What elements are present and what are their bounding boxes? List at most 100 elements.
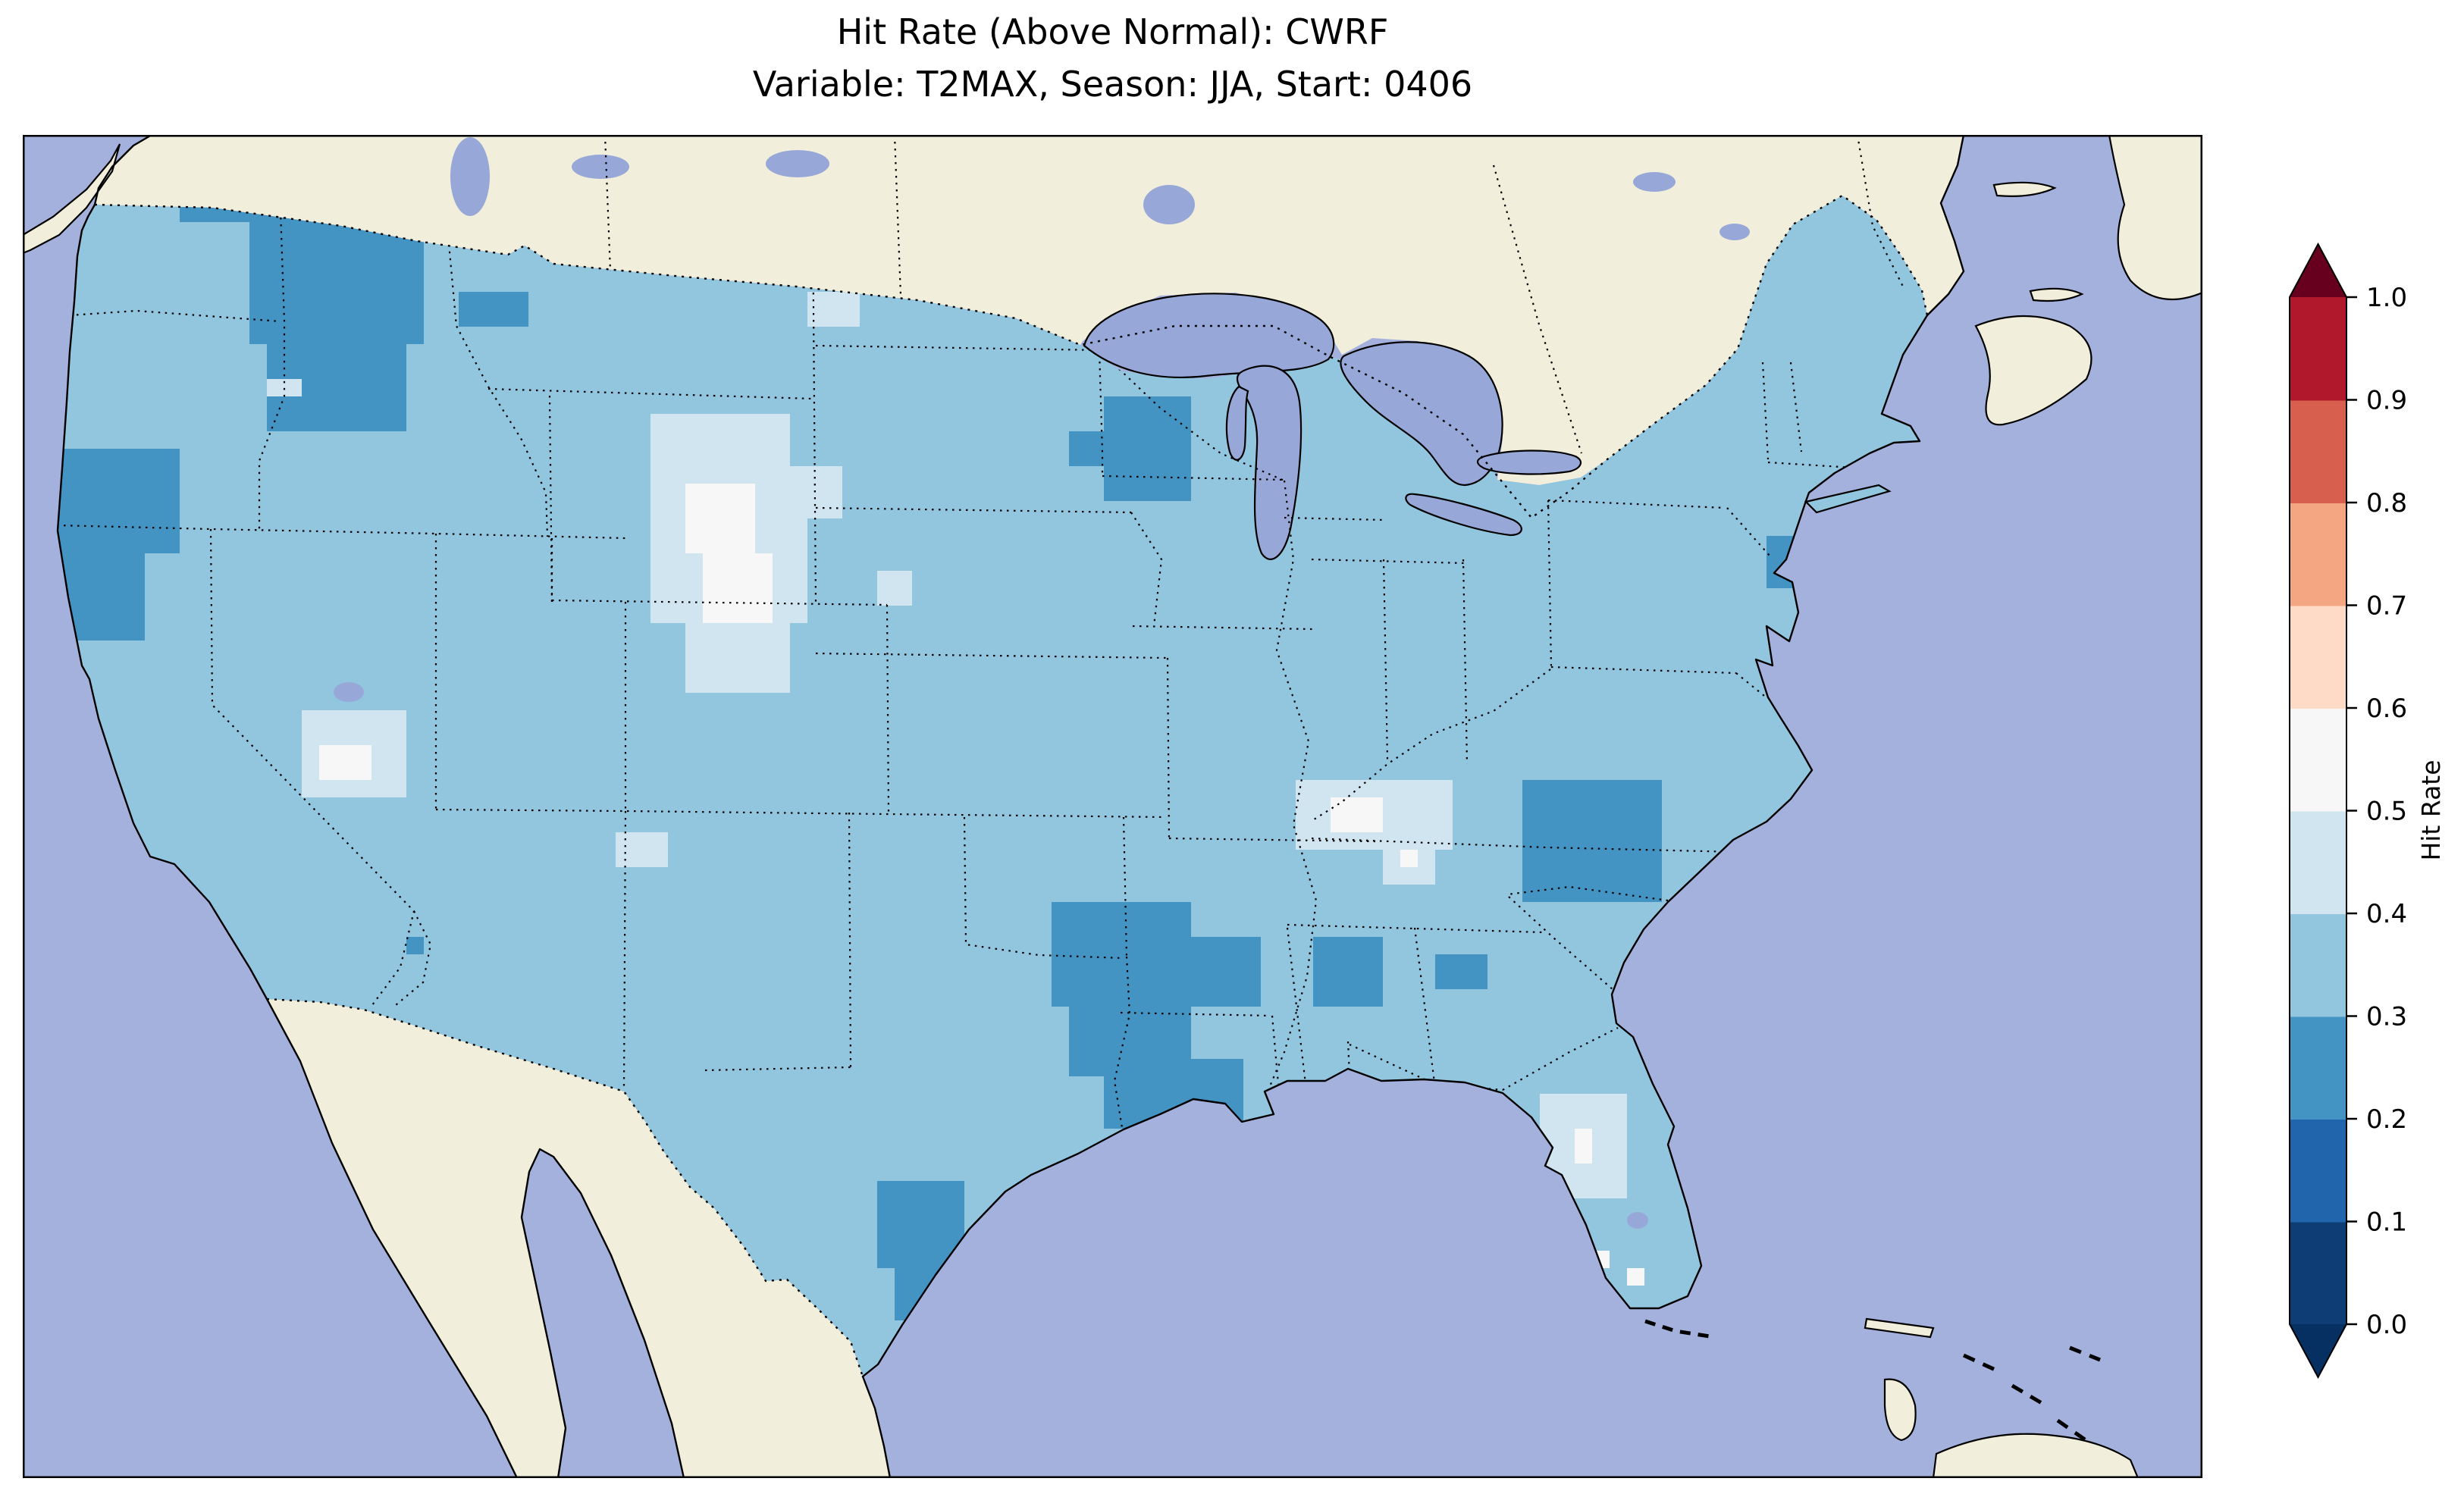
nova-scotia bbox=[1974, 315, 2093, 426]
state-boundary-line bbox=[1287, 923, 1544, 934]
hitrate-region-georgia-coast bbox=[1435, 954, 1487, 989]
state-boundary-line bbox=[258, 210, 286, 531]
state-boundary-line bbox=[963, 816, 1124, 960]
figure-title: Hit Rate (Above Normal): CWRF Variable: … bbox=[23, 6, 2202, 111]
state-boundary-line bbox=[444, 210, 549, 537]
hitrate-region-alabama-georgia bbox=[1313, 937, 1383, 1007]
state-boundary-line bbox=[1168, 837, 1376, 843]
us-east-gulf-coastline bbox=[861, 314, 1929, 1378]
state-boundary-line bbox=[1508, 896, 1614, 991]
state-boundary-line bbox=[811, 210, 817, 606]
hitrate-region-nebraska-light bbox=[790, 466, 842, 518]
canada-east-coastline bbox=[1926, 135, 1965, 317]
canadian-lake bbox=[572, 155, 629, 179]
us-west-coastline bbox=[56, 203, 268, 1001]
state-boundary-line bbox=[815, 652, 1170, 659]
lake-ontario bbox=[1476, 449, 1582, 475]
colorbar-band-0.2-0.3 bbox=[2290, 1016, 2346, 1120]
great-lakes bbox=[334, 293, 1648, 1229]
state-boundary-line bbox=[1761, 362, 1770, 460]
state-boundary-line bbox=[1095, 218, 1104, 476]
province-boundary-line bbox=[1856, 135, 1904, 287]
hitrate-region-lower-mississippi-valley bbox=[1191, 937, 1261, 1007]
state-boundary-line bbox=[58, 524, 626, 540]
lake-huron bbox=[1340, 341, 1503, 487]
hitrate-region-north-central-montana bbox=[459, 292, 528, 327]
lake-erie bbox=[1405, 493, 1522, 537]
hitrate-region-south-carolina bbox=[1522, 780, 1662, 902]
map-frame bbox=[23, 135, 2202, 1478]
province-boundary-line bbox=[1492, 164, 1583, 454]
state-boundary-line bbox=[1413, 927, 1436, 1083]
figure-title-line1: Hit Rate (Above Normal): CWRF bbox=[836, 11, 1389, 52]
hitrate-region-utah-core bbox=[319, 745, 371, 780]
state-boundary-line bbox=[1120, 1011, 1271, 1017]
florida-keys bbox=[1644, 1319, 1710, 1339]
lake-winnipeg bbox=[450, 137, 490, 216]
canadian-lakes bbox=[450, 137, 1750, 240]
hitrate-region-wyoming-colorado-core bbox=[703, 553, 773, 623]
state-boundary-line bbox=[1462, 559, 1469, 765]
state-boundary-line bbox=[886, 604, 890, 813]
lake-nipigon bbox=[1143, 185, 1195, 224]
hitrate-region-minnesota-wisconsin bbox=[1069, 431, 1104, 466]
state-boundary-line bbox=[848, 812, 852, 1068]
colorbar-band-0.5-0.6 bbox=[2290, 708, 2346, 812]
canadian-lake bbox=[1719, 224, 1750, 240]
hitrate-region-new-mexico-light bbox=[616, 832, 668, 867]
state-boundary-line bbox=[1122, 816, 1128, 957]
hitrate-region-atlanta-white-dot bbox=[1400, 850, 1418, 867]
state-boundary-line bbox=[1735, 672, 1769, 700]
prince-edward-island bbox=[2029, 287, 2084, 302]
hitrate-region-southern-nevada-dot bbox=[406, 937, 424, 954]
colorbar-band-0.7-0.8 bbox=[2290, 503, 2346, 606]
lake-superior bbox=[1083, 293, 1335, 378]
state-boundary-line bbox=[69, 309, 281, 323]
hitrate-region-lower-mississippi-valley bbox=[1052, 902, 1191, 1007]
hitrate-region-florida-white-cells bbox=[1627, 1268, 1644, 1286]
colorbar-tick-label: 0.7 bbox=[2366, 591, 2407, 622]
long-island bbox=[1804, 484, 1892, 514]
islands bbox=[23, 135, 2202, 1478]
colorbar-bands bbox=[2290, 297, 2346, 1325]
colorbar-band-0.1-0.2 bbox=[2290, 1119, 2346, 1223]
province-boundaries bbox=[603, 135, 1904, 454]
colorbar-tick-label: 0.4 bbox=[2366, 899, 2407, 929]
hitrate-region-florida-white-cells bbox=[1575, 1129, 1592, 1164]
colorbar-tick-label: 0.9 bbox=[2366, 386, 2407, 416]
hitrate-region-wyoming-colorado-core bbox=[685, 484, 755, 553]
state-boundary-line bbox=[551, 599, 888, 606]
state-boundary-line bbox=[1166, 657, 1171, 841]
state-boundary-line bbox=[1547, 500, 1553, 668]
colorbar-ticks: 0.0 0.1 0.2 0.3 0.4 0.5 0.6 0.7 0.8 0.9 1.0 bbox=[2346, 283, 2407, 1340]
state-boundary-line bbox=[815, 506, 1132, 514]
colorbar-band-0.8-0.9 bbox=[2290, 399, 2346, 503]
state-boundary-line bbox=[1102, 475, 1285, 481]
state-boundary-line bbox=[1789, 362, 1803, 453]
figure-title-line2: Variable: T2MAX, Season: JJA, Start: 040… bbox=[752, 64, 1473, 105]
state-boundary-line bbox=[1271, 1015, 1280, 1085]
canadian-lake bbox=[766, 150, 829, 177]
canadian-lake bbox=[1633, 172, 1676, 192]
cuba bbox=[1932, 1433, 2140, 1478]
hitrate-region-pacific-northwest-idaho-montana bbox=[249, 222, 424, 344]
colorbar-tick-label: 0.3 bbox=[2366, 1002, 2407, 1032]
grand-bahama bbox=[1864, 1317, 1935, 1339]
mexico-gulf-coastline bbox=[861, 1375, 892, 1478]
state-boundary-line bbox=[548, 395, 553, 603]
hitrate-region-idaho-light-dots bbox=[267, 379, 302, 396]
state-boundary-line bbox=[1132, 625, 1314, 631]
colorbar-tick-label: 0.8 bbox=[2366, 488, 2407, 518]
state-boundary-line bbox=[1266, 480, 1318, 1092]
great-salt-lake bbox=[334, 682, 364, 702]
state-boundary-line bbox=[1113, 956, 1131, 1129]
colorbar-tick-label: 0.2 bbox=[2366, 1104, 2407, 1135]
vancouver-island bbox=[23, 143, 121, 255]
hitrate-region-north-dakota-light bbox=[807, 292, 860, 327]
colorbar-tick-label: 0.0 bbox=[2366, 1310, 2407, 1340]
colorbar-band-0.3-0.4 bbox=[2290, 913, 2346, 1017]
lake-okeechobee bbox=[1627, 1212, 1648, 1229]
anticosti-island bbox=[1992, 181, 2057, 197]
colorbar-tick-label: 0.6 bbox=[2366, 694, 2407, 724]
